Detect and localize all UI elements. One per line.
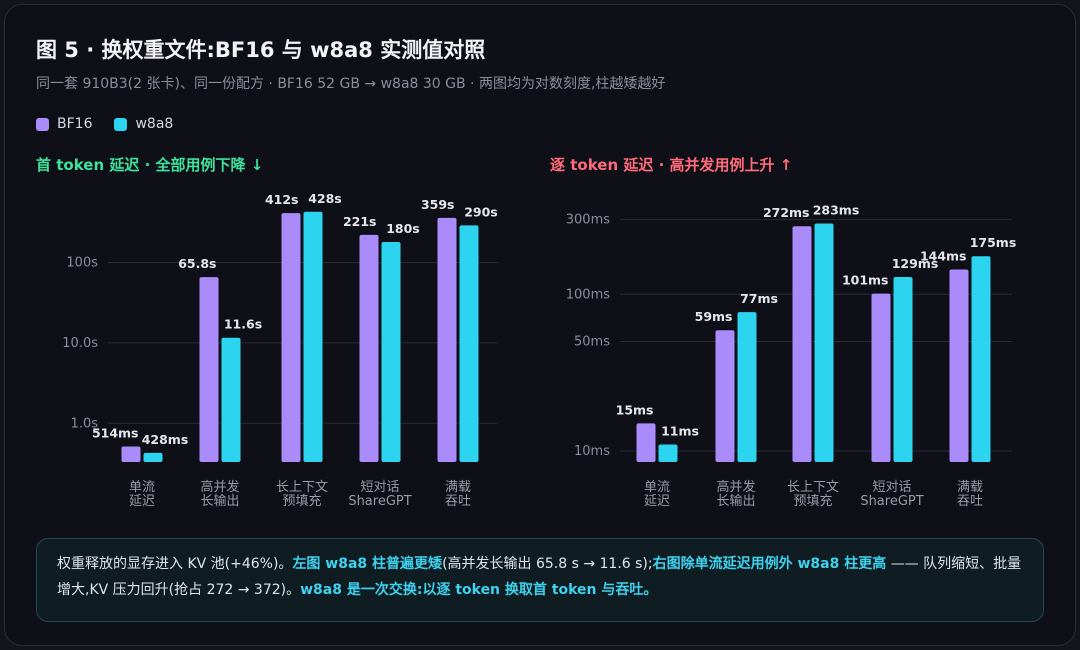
x-tick-label-chart2-4-line1: 满载	[957, 480, 983, 495]
legend-swatch-bf16	[36, 117, 49, 131]
x-tick-label-chart1-4-line1: 满载	[445, 480, 471, 495]
data-label-chart2-w8a8-2: 283ms	[813, 203, 860, 218]
bar-chart1-w8a8-3	[381, 242, 401, 462]
data-label-chart1-w8a8-0: 428ms	[142, 432, 189, 447]
data-label-chart2-w8a8-4: 175ms	[970, 235, 1017, 250]
legend: BF16 w8a8	[36, 116, 195, 132]
x-tick-label-chart1-2-line1: 长上下文	[276, 480, 328, 495]
bar-chart2-w8a8-4	[971, 256, 991, 462]
y-tick-label-chart2-2: 100ms	[566, 287, 610, 302]
x-tick-label-chart2-0-line2: 延迟	[644, 494, 670, 509]
x-tick-label-chart1-4-line2: 吞吐	[445, 494, 471, 509]
data-label-chart1-bf16-4: 359s	[421, 197, 455, 212]
data-label-chart1-w8a8-3: 180s	[386, 221, 420, 236]
x-tick-label-chart2-3-line2: ShareGPT	[860, 494, 923, 509]
legend-item-w8a8: w8a8	[114, 116, 173, 132]
data-label-chart1-w8a8-1: 11.6s	[224, 317, 262, 332]
data-label-chart2-w8a8-1: 77ms	[740, 291, 778, 306]
x-tick-label-chart1-1-line1: 高并发	[200, 479, 239, 495]
data-label-chart1-bf16-3: 221s	[343, 214, 377, 229]
bar-chart2-bf16-0	[636, 423, 656, 462]
note-part-3: (高并发长输出 65.8 s → 11.6 s);	[442, 556, 653, 572]
bar-chart1-bf16-4	[437, 217, 457, 462]
note-highlight-2: 右图除单流延迟用例外 w8a8 柱更高	[652, 556, 887, 572]
legend-swatch-w8a8	[114, 117, 128, 131]
data-label-chart2-bf16-1: 59ms	[695, 309, 733, 324]
bar-chart1-bf16-2	[281, 213, 301, 462]
y-tick-label-chart2-0: 10ms	[574, 444, 610, 459]
x-tick-label-chart1-1-line2: 长输出	[200, 493, 239, 509]
legend-item-bf16: BF16	[36, 116, 92, 132]
note-part-5: —— 队列缩短、批量增大,KV 压力回升(抢占 272 → 372)。	[57, 556, 1022, 598]
left-chart-title: 首 token 延迟 · 全部用例下降 ↓	[36, 156, 264, 174]
data-label-chart2-w8a8-3: 129ms	[892, 256, 939, 271]
x-tick-label-chart2-2-line2: 预填充	[793, 493, 832, 509]
data-label-chart2-w8a8-0: 11ms	[661, 423, 699, 438]
data-label-chart1-w8a8-2: 428s	[308, 191, 342, 206]
x-tick-label-chart1-3-line1: 短对话	[360, 480, 399, 495]
bar-chart2-w8a8-2	[814, 223, 834, 462]
y-tick-label-chart2-3: 300ms	[566, 213, 610, 228]
legend-label-w8a8: w8a8	[135, 116, 174, 132]
bar-chart1-w8a8-1	[221, 337, 241, 462]
y-tick-label-chart1-1: 10.0s	[62, 336, 98, 351]
figure-title: 图 5 · 换权重文件:BF16 与 w8a8 实测值对照	[36, 38, 486, 62]
bar-chart2-bf16-3	[871, 293, 891, 462]
bar-chart1-w8a8-0	[143, 452, 163, 462]
data-label-chart2-bf16-3: 101ms	[842, 273, 889, 288]
data-label-chart1-bf16-1: 65.8s	[178, 256, 216, 271]
x-tick-label-chart1-3-line2: ShareGPT	[348, 494, 411, 509]
bar-chart1-bf16-1	[199, 277, 219, 462]
x-tick-label-chart2-3-line1: 短对话	[872, 480, 911, 495]
y-tick-label-chart1-2: 100s	[66, 256, 98, 271]
y-tick-label-chart1-0: 1.0s	[71, 416, 99, 431]
x-tick-label-chart1-0-line2: 延迟	[129, 494, 155, 509]
bar-chart2-bf16-4	[949, 269, 969, 462]
x-tick-label-chart2-1-line2: 长输出	[716, 493, 755, 509]
right-chart-title: 逐 token 延迟 · 高并发用例上升 ↑	[550, 156, 793, 174]
x-tick-label-chart1-0-line1: 单流	[129, 480, 155, 495]
summary-note: 权重释放的显存进入 KV 池(+46%)。左图 w8a8 柱普遍更矮(高并发长输…	[36, 538, 1044, 622]
data-label-chart2-bf16-0: 15ms	[616, 402, 654, 417]
bar-chart2-w8a8-0	[658, 444, 678, 462]
bar-chart1-w8a8-2	[303, 211, 323, 462]
y-tick-label-chart2-1: 50ms	[574, 334, 610, 349]
figure-subtitle: 同一套 910B3(2 张卡)、同一份配方 · BF16 52 GB → w8a…	[36, 76, 666, 92]
note-highlight-1: 左图 w8a8 柱普遍更矮	[292, 556, 443, 572]
data-label-chart2-bf16-4: 144ms	[920, 249, 967, 264]
bar-chart1-bf16-3	[359, 234, 379, 462]
note-part-1: 权重释放的显存进入 KV 池(+46%)。	[57, 556, 293, 572]
bar-chart1-bf16-0	[121, 446, 141, 462]
note-highlight-3: w8a8 是一次交换:以逐 token 换取首 token 与吞吐。	[300, 582, 658, 598]
data-label-chart1-w8a8-4: 290s	[464, 204, 498, 219]
x-tick-label-chart2-2-line1: 长上下文	[787, 480, 839, 495]
bar-chart1-w8a8-4	[459, 225, 479, 462]
x-tick-label-chart2-0-line1: 单流	[644, 480, 670, 495]
x-tick-label-chart1-2-line2: 预填充	[282, 493, 321, 509]
bar-chart2-w8a8-3	[893, 276, 913, 462]
x-tick-label-chart2-1-line1: 高并发	[716, 479, 755, 495]
data-label-chart1-bf16-2: 412s	[265, 192, 299, 207]
bar-chart2-bf16-1	[715, 330, 735, 462]
x-tick-label-chart2-4-line2: 吞吐	[957, 494, 983, 509]
legend-label-bf16: BF16	[57, 116, 93, 132]
bar-chart2-w8a8-1	[737, 312, 757, 462]
data-label-chart2-bf16-2: 272ms	[763, 205, 810, 220]
data-label-chart1-bf16-0: 514ms	[92, 426, 139, 441]
bar-chart2-bf16-2	[792, 226, 812, 462]
